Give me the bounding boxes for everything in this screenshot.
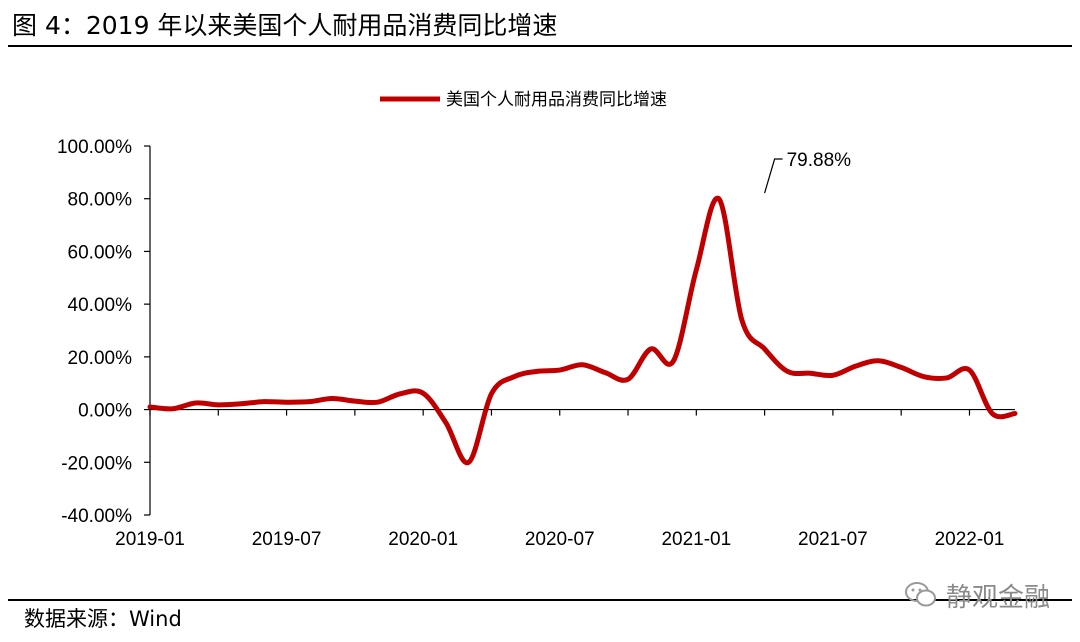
data-point: [854, 364, 858, 368]
legend-label: 美国个人耐用品消费同比增速: [446, 90, 667, 110]
data-point: [262, 400, 266, 404]
x-tick-label: 2019-07: [252, 529, 322, 550]
annotation-label: 79.88%: [787, 150, 852, 171]
data-point: [603, 371, 607, 375]
data-point: [239, 402, 243, 406]
wechat-icon: [904, 582, 936, 607]
watermark-text: 静观金融: [945, 582, 1050, 613]
data-point: [467, 460, 471, 464]
data-point: [649, 347, 653, 351]
data-point: [717, 197, 721, 201]
data-point: [398, 392, 402, 396]
data-point: [967, 368, 971, 372]
source-note: 数据来源：Wind: [24, 607, 182, 631]
data-point: [945, 376, 949, 380]
series-line: [147, 195, 1018, 465]
data-point: [307, 400, 311, 404]
line-chart: 美国个人耐用品消费同比增速 -40.00% -20.00% 0.00% 20.00% 4…: [57, 90, 1018, 550]
data-point: [672, 359, 676, 363]
y-tick-label: 100.00%: [57, 137, 132, 158]
data-point: [876, 359, 880, 363]
x-tick-label: 2019-01: [115, 529, 185, 550]
data-point: [808, 371, 812, 375]
data-point: [831, 373, 835, 377]
x-tick-label: 2022-01: [935, 529, 1005, 550]
y-tick-label: 80.00%: [68, 190, 133, 211]
data-point: [558, 368, 562, 372]
x-tick-label: 2021-01: [661, 529, 731, 550]
x-tick-label: 2021-07: [798, 529, 868, 550]
annotation-leader: [764, 158, 783, 194]
data-point: [694, 268, 698, 272]
watermark: 静观金融: [904, 578, 1050, 613]
top-rule: [8, 45, 1072, 47]
data-point: [330, 397, 334, 401]
data-point: [285, 400, 289, 404]
bottom-rule: [8, 599, 1072, 601]
y-tick-label: 60.00%: [68, 242, 133, 263]
data-point: [626, 377, 630, 381]
y-tick-label: -20.00%: [61, 453, 132, 474]
data-point: [148, 405, 152, 409]
data-point: [535, 369, 539, 373]
data-point: [740, 318, 744, 322]
data-point: [763, 347, 767, 351]
data-point: [922, 375, 926, 379]
data-point: [990, 412, 994, 416]
data-point: [581, 363, 585, 367]
data-point: [194, 401, 198, 405]
data-point: [512, 375, 516, 379]
data-point: [1013, 412, 1017, 416]
y-tick-label: 40.00%: [68, 295, 133, 316]
chart-legend: 美国个人耐用品消费同比增速: [380, 90, 667, 110]
data-point: [785, 369, 789, 373]
y-tick-label: -40.00%: [61, 506, 132, 527]
data-point: [489, 392, 493, 396]
y-tick-label: 20.00%: [68, 348, 133, 369]
y-tick-label: 0.00%: [78, 401, 132, 422]
data-point: [171, 407, 175, 411]
data-point: [353, 399, 357, 403]
figure-title: 图 4：2019 年以来美国个人耐用品消费同比增速: [12, 11, 558, 40]
x-tick-label: 2020-07: [525, 529, 595, 550]
data-point: [216, 403, 220, 407]
x-tick-label: 2020-01: [388, 529, 458, 550]
data-point: [421, 391, 425, 395]
data-point: [376, 400, 380, 404]
data-point: [444, 421, 448, 425]
data-point: [899, 365, 903, 369]
